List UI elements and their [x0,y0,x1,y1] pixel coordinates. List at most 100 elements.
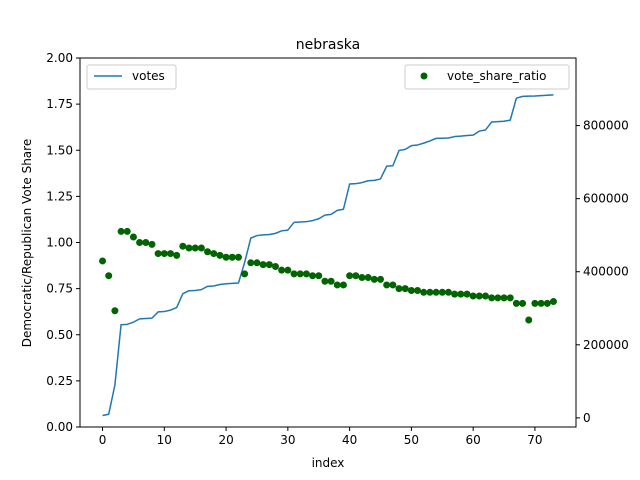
vote-share-ratio-point [197,244,205,252]
vote-share-ratio-point [136,239,144,246]
legend-right-box [404,64,570,90]
vote-share-ratio-point [549,298,557,306]
legend-left-box [86,64,177,90]
vote-share-ratio-point [389,281,397,289]
y-right-tick-label: 400000 [583,265,629,279]
y-left-tick-label: 0.50 [46,328,73,342]
y-right-tick-label: 600000 [583,192,629,206]
vote-share-ratio-point [309,272,317,280]
vote-share-ratio-point [290,270,298,278]
vote-share-ratio-point [216,251,224,259]
vote-share-ratio-point [438,288,446,296]
vote-share-ratio-point [383,281,391,289]
vote-share-ratio-point [173,251,181,259]
vote-share-ratio-point [154,250,162,258]
vote-share-ratio-point [531,299,539,307]
y-left-tick-label: 2.00 [46,51,73,65]
vote-share-ratio-point [352,272,360,280]
vote-share-ratio-point [475,292,483,300]
vote-share-ratio-point [444,288,452,296]
vote-share-ratio-point [105,272,113,280]
vote-share-ratio-point [253,259,261,267]
x-tick-label: 20 [218,433,233,447]
vote-share-ratio-point [204,248,212,256]
y-left-tick-label: 1.75 [46,97,73,111]
vote-share-ratio-point [166,250,174,258]
vote-share-ratio-point [241,270,249,278]
vote-share-ratio-point [488,294,496,302]
vote-share-ratio-point [302,270,310,278]
vote-share-ratio-point [401,285,409,293]
vote-share-ratio-point [346,272,354,280]
x-tick-label: 10 [157,433,172,447]
tick-layer: 0 10 20 30 40 50 60 70 0.00 0.25 0.50 0.75 1.00 1.25 1… [46,51,629,447]
x-tick-label: 40 [342,433,357,447]
vote-share-ratio-point [99,257,107,265]
vote-share-ratio-point [160,250,168,258]
vote-share-ratio-point [296,270,304,278]
vote-share-ratio-point [265,261,273,269]
y-right-tick-label: 200000 [583,338,629,352]
vote-share-ratio-point [519,299,527,307]
vote-share-ratio-point [370,275,378,283]
vote-share-ratio-point [278,266,286,274]
legend-right: vote_share_ratio [404,64,570,90]
vote-share-ratio-point [432,288,440,296]
vote-share-ratio-point [525,316,533,324]
vote-share-ratio-point [284,266,292,274]
vote-share-ratio-point [272,262,279,270]
y-right-tick-label: 0 [583,411,591,425]
vote-share-ratio-point [414,286,422,294]
vote-share-ratio-point [129,233,137,241]
vote-share-ratio-point [315,272,323,280]
vote-share-ratio-point [234,253,242,261]
vote-share-ratio-point [512,299,520,307]
vote-share-ratio-point [543,299,551,307]
y-axis-label-left: Democratic/Republican Vote Share [20,139,34,347]
legend-votes-label: votes [132,69,165,83]
x-tick-label: 50 [404,433,419,447]
vote-share-ratio-point [222,253,230,261]
vote-share-ratio-point [395,285,403,293]
vote-share-ratio-point [463,290,471,298]
vote-share-ratio-point [111,307,119,315]
vote-share-ratio-point [506,294,514,302]
vote-share-ratio-point [482,292,490,300]
vote-share-ratio-point [420,288,428,296]
vote-share-ratio-point [537,299,545,307]
y-left-tick-label: 0.75 [46,282,73,296]
vote-share-ratio-point [457,290,465,298]
vote-share-ratio-point [191,244,199,252]
x-tick-label: 30 [280,433,295,447]
legend-left: votes [86,64,177,90]
axes-frame [79,57,577,428]
vote-share-ratio-point [364,274,372,282]
vote-share-ratio-point [185,244,193,252]
legend-ratio-label: vote_share_ratio [447,69,546,83]
vote-share-ratio-point [123,227,131,235]
plot-layer [99,94,557,417]
vote-share-ratio-point [210,250,218,258]
y-left-tick-label: 0.25 [46,374,73,388]
vote-share-ratio-point [377,275,384,283]
vote-share-ratio-point [494,294,502,302]
vote-share-ratio-point [179,242,187,250]
y-right-tick-label: 800000 [583,119,629,133]
chart-title: nebraska [296,37,360,53]
vote-share-ratio-point [259,261,267,269]
vote-share-ratio-point [247,259,255,267]
y-left-tick-label: 0.00 [46,420,73,434]
vote-share-ratio-point [500,294,508,302]
vote-share-ratio-point [426,288,434,296]
y-left-tick-label: 1.25 [46,189,73,203]
vote-share-ratio-point [339,281,347,289]
vote-share-ratio-point [327,277,335,285]
votes-series-line [102,94,554,417]
vote-share-ratio-point [148,240,156,248]
vote-share-ratio-point [142,239,150,246]
vote-share-ratio-point [358,274,366,282]
x-tick-label: 70 [527,433,542,447]
x-tick-label: 0 [99,433,107,447]
x-axis-label: index [312,456,345,470]
